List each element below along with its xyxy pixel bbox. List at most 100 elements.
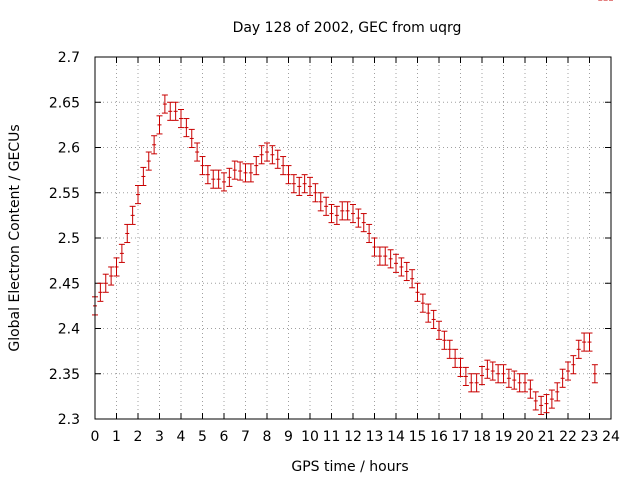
data-point (204, 165, 211, 185)
data-point (188, 128, 195, 148)
data-point (382, 246, 389, 266)
data-point (527, 379, 534, 399)
x-tick-label: 14 (387, 429, 405, 445)
data-point (333, 205, 340, 225)
x-tick-label: 3 (155, 429, 164, 445)
data-point (108, 266, 115, 286)
data-point (156, 115, 163, 135)
data-point (290, 174, 297, 194)
plot-frame (94, 56, 612, 420)
data-point (446, 339, 453, 359)
data-point (183, 118, 190, 138)
data-point (269, 145, 276, 165)
y-tick-label: 2.45 (49, 276, 80, 292)
x-tick-label: 15 (409, 429, 427, 445)
x-tick-label: 5 (198, 429, 207, 445)
y-tick-label: 2.4 (58, 322, 80, 338)
data-point (376, 246, 383, 266)
x-tick-label: 2 (134, 429, 143, 445)
data-point (221, 172, 227, 192)
x-tick-label: 11 (323, 429, 341, 445)
data-point (307, 176, 313, 196)
data-point (194, 142, 201, 162)
data-point (151, 135, 158, 155)
data-point (231, 160, 238, 180)
data-point (489, 361, 496, 381)
data-point (247, 163, 254, 183)
data-point (312, 183, 319, 203)
data-point (457, 357, 464, 377)
grid (95, 57, 611, 419)
data-point (135, 185, 141, 205)
y-tick-label: 2.3 (58, 412, 80, 428)
data-point (172, 101, 179, 121)
x-tick-label: 21 (538, 429, 556, 445)
x-tick-label: 23 (581, 429, 599, 445)
data-point (425, 303, 432, 323)
x-tick-label: 1 (112, 429, 121, 445)
data-point (511, 370, 518, 390)
data-point (242, 163, 249, 183)
data-point (145, 151, 152, 171)
data-point (371, 237, 378, 257)
x-tick-label: 22 (559, 429, 577, 445)
x-tick-label: 19 (495, 429, 513, 445)
data-point (210, 169, 217, 189)
x-tick-label: 17 (452, 429, 470, 445)
x-tick-label: 7 (241, 429, 250, 445)
data-point (505, 368, 512, 388)
data-point (296, 176, 303, 196)
data-point (161, 94, 168, 114)
data-point (285, 165, 292, 185)
data-point (393, 253, 399, 273)
data-point (178, 108, 184, 129)
data-point (436, 320, 442, 340)
data-point (118, 243, 125, 263)
data-point (548, 389, 555, 409)
x-tick-label: 12 (344, 429, 362, 445)
data-point (102, 273, 109, 293)
data-point (522, 373, 528, 393)
data-point (237, 161, 244, 181)
y-tick-labels: 2.3 2.35 2.4 2.45 2.5 2.55 2.6 2.65 2.7 (49, 50, 80, 428)
data-point (559, 368, 566, 388)
data-point (419, 293, 426, 313)
y-tick-label: 2.5 (58, 231, 80, 247)
data-point (301, 174, 308, 194)
x-tick-label: 20 (516, 429, 534, 445)
data-point (462, 366, 469, 387)
data-point (441, 330, 448, 350)
data-point (328, 204, 335, 224)
data-point (591, 364, 598, 384)
y-tick-label: 2.55 (49, 186, 80, 202)
axis-ticks (94, 56, 612, 420)
x-tick-label: 18 (473, 429, 491, 445)
data-point (500, 364, 507, 384)
x-tick-label: 16 (430, 429, 448, 445)
data-point (344, 201, 351, 221)
data-point (495, 364, 502, 384)
y-tick-label: 2.65 (49, 95, 80, 111)
data-point (586, 332, 593, 352)
data-point (543, 394, 550, 414)
data-point (215, 169, 222, 189)
x-tick-label: 0 (91, 429, 100, 445)
data-point (387, 249, 394, 269)
data-point (484, 359, 491, 379)
data-point (129, 205, 136, 225)
data-point (124, 223, 131, 244)
data-point (274, 149, 281, 169)
data-point (538, 395, 545, 415)
data-point (409, 269, 416, 289)
data-point (398, 257, 405, 277)
x-tick-label: 13 (366, 429, 384, 445)
data-point (516, 373, 523, 393)
x-tick-label: 10 (301, 429, 319, 445)
data-point (264, 142, 270, 162)
data-point (226, 167, 233, 187)
x-tick-label: 4 (177, 429, 186, 445)
data-point (350, 204, 356, 224)
x-tick-labels: 0 1 2 3 4 5 6 7 8 9 10 11 12 13 14 15 16 17 18 19 20 21 22 23 24 (91, 429, 620, 445)
data-point (140, 166, 147, 187)
